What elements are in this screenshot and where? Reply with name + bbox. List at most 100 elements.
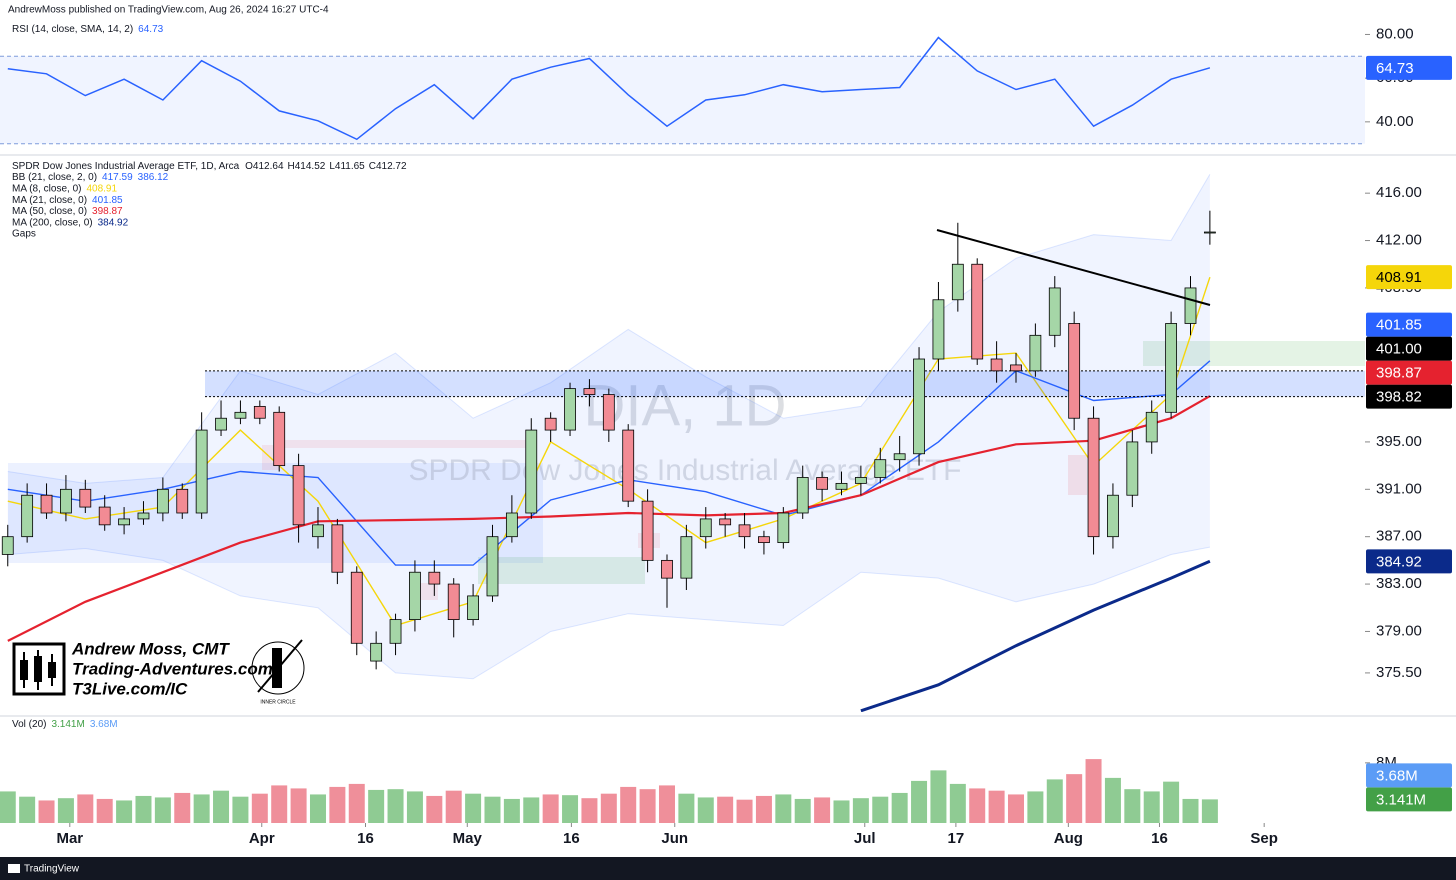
candle-body — [990, 358, 1003, 372]
volume-bar — [232, 796, 249, 823]
price-label: 384.92 — [1376, 553, 1422, 570]
indicator-name: MA (21, close, 0) — [12, 194, 87, 205]
rsi-band — [0, 56, 1365, 144]
candle-body — [1087, 417, 1100, 538]
candle-body — [40, 494, 53, 514]
volume-bar — [465, 793, 482, 823]
rsi-legend-name: RSI (14, close, SMA, 14, 2) — [12, 24, 133, 35]
candle-body — [215, 417, 227, 431]
volume-bar — [658, 785, 675, 823]
candle-body — [583, 388, 596, 395]
volume-bar — [755, 795, 772, 823]
candle-body — [835, 482, 848, 490]
logo-icon — [20, 660, 28, 680]
logo-icon — [34, 656, 42, 682]
candle-body — [1184, 287, 1197, 324]
zone — [420, 583, 438, 600]
trendline — [936, 229, 1211, 306]
indicator-value: 386.12 — [138, 172, 169, 183]
volume-bar — [406, 791, 423, 823]
bb-line — [7, 546, 1210, 680]
candle-body — [544, 417, 557, 431]
y-tick-label: 387.00 — [1376, 528, 1422, 545]
price-label-box — [1366, 787, 1452, 812]
indicator-name: BB (21, close, 2, 0) — [12, 172, 97, 183]
ohlc: H414.52 — [288, 161, 326, 172]
volume-bar — [542, 794, 559, 823]
x-tick-label: Aug — [1054, 830, 1083, 847]
candle-body — [564, 388, 576, 431]
badge-icon — [257, 639, 303, 693]
candle-body — [1048, 287, 1061, 336]
candle-body — [932, 299, 945, 360]
brand-line: T3Live.com/IC — [72, 679, 188, 698]
indicator-name: MA (8, close, 0) — [12, 183, 81, 194]
watermark-symbol: DIA, 1D — [583, 373, 786, 438]
candle-body — [1068, 323, 1081, 419]
candle-body — [273, 411, 286, 467]
volume-bar — [368, 789, 385, 823]
indicator-legends: BB (21, close, 2, 0) 417.59 386.12 MA (8, c… — [12, 172, 169, 229]
volume-bar — [135, 795, 152, 823]
indicator-value: 401.85 — [92, 194, 123, 205]
y-tick-label: 383.00 — [1376, 575, 1422, 592]
price-label: 408.91 — [1376, 269, 1422, 286]
y-tick-label: 416.00 — [1376, 184, 1422, 201]
x-tick-label: Apr — [249, 830, 275, 847]
x-tick-label: 16 — [563, 830, 580, 847]
volume-bar — [736, 799, 753, 823]
volume-bar — [872, 796, 889, 823]
candle-body — [467, 595, 479, 621]
symbol-legend: SPDR Dow Jones Industrial Average ETF, 1… — [12, 161, 240, 172]
gaps-legend: Gaps — [12, 229, 36, 240]
volume-bar — [1143, 791, 1160, 823]
pane — [0, 759, 1218, 823]
zone — [1068, 455, 1087, 495]
candle-body — [389, 619, 402, 644]
volume-bar — [387, 789, 404, 823]
price-label: 64.73 — [1376, 60, 1414, 77]
candle-body — [854, 477, 867, 484]
volume-bar — [1085, 759, 1102, 823]
volume-bar — [348, 783, 365, 823]
indicator-legend: MA (21, close, 0) 401.85 — [12, 194, 123, 205]
indicator-legend: MA (8, close, 0) 408.91 — [12, 183, 117, 194]
footer-bar — [0, 857, 1456, 880]
volume-bar — [1201, 799, 1218, 823]
vol-legend-name: Vol (20) — [12, 719, 46, 730]
price-label-box — [1366, 360, 1452, 385]
indicator-value: 384.92 — [98, 217, 129, 228]
candle-body — [156, 488, 169, 514]
price-label: 398.82 — [1376, 389, 1422, 406]
candle-body — [409, 571, 421, 621]
volume-bar — [523, 797, 540, 823]
volume-bar — [503, 798, 520, 823]
ma-line — [860, 559, 1211, 712]
volume-bar — [213, 790, 230, 823]
volume-bar — [1182, 798, 1199, 823]
x-tick-label: May — [453, 830, 483, 847]
price-label-box — [1366, 549, 1452, 574]
volume-bar — [19, 796, 36, 823]
candle-body — [893, 453, 906, 461]
candle-body — [60, 488, 72, 514]
x-tick-label: Mar — [56, 830, 83, 847]
y-tick-label: 379.00 — [1376, 622, 1422, 639]
logo-icon — [48, 662, 56, 678]
candle-body — [1203, 231, 1216, 234]
y-tick-label: 40.00 — [1376, 113, 1414, 130]
y-tick-label: 80.00 — [1376, 25, 1414, 42]
volume-bar — [57, 798, 74, 823]
y-tick-label: 412.00 — [1376, 232, 1422, 249]
volume-bar — [38, 800, 55, 823]
volume-bar — [891, 792, 908, 823]
volume-bar — [445, 790, 462, 823]
badge-text: INNER CIRCLE — [260, 699, 296, 705]
indicator-name: MA (200, close, 0) — [12, 217, 93, 228]
volume-bar — [154, 797, 171, 823]
candle-body — [951, 263, 964, 301]
zones — [8, 341, 1365, 600]
candle-body — [680, 536, 693, 579]
volume-bar — [911, 780, 928, 823]
candle-body — [874, 459, 887, 478]
